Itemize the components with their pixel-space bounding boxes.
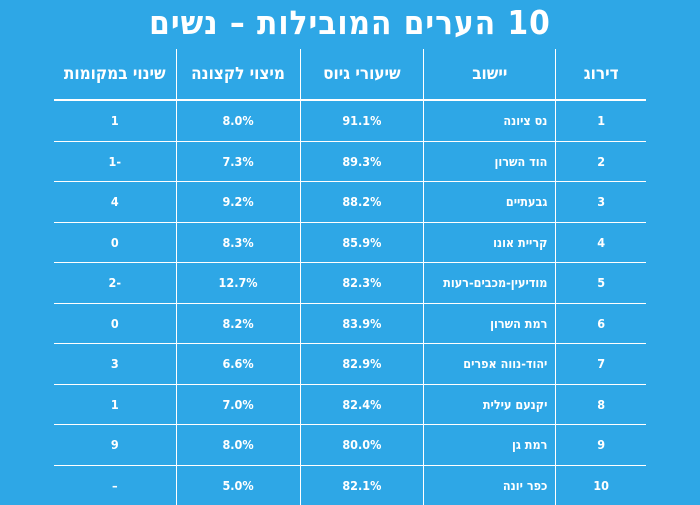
cell-officer-ratio: 7.3% — [175, 141, 301, 182]
cell-rank-change: – — [54, 465, 177, 505]
cell-rank: 5 — [555, 262, 646, 304]
cell-rank: 1 — [555, 100, 646, 142]
header-rank: דירוג — [555, 49, 646, 101]
cell-rank-change: 2- — [54, 262, 177, 304]
table-row: 1 נס ציונה 91.1% 8.0% 1 — [54, 100, 646, 142]
cell-city: קריית אונו — [423, 222, 557, 263]
table-row: 2 הוד השרון 89.3% 7.3% 1- — [54, 141, 646, 182]
cell-rank: 3 — [555, 181, 646, 223]
table-row: 6 רמת השרון 83.9% 8.2% 0 — [54, 303, 646, 344]
cell-recruitment: 91.1% — [299, 100, 425, 142]
cell-rank-change: 1 — [54, 100, 177, 142]
cell-recruitment: 88.2% — [299, 181, 425, 223]
cell-officer-ratio: 8.0% — [175, 100, 301, 142]
table-row: 9 רמת גן 80.0% 8.0% 9 — [54, 424, 646, 466]
cell-recruitment: 80.0% — [299, 424, 425, 466]
cell-officer-ratio: 8.0% — [175, 424, 301, 466]
cell-recruitment: 85.9% — [299, 222, 425, 263]
cell-rank: 4 — [555, 222, 646, 263]
cell-recruitment: 82.4% — [299, 384, 425, 425]
cell-recruitment: 83.9% — [299, 303, 425, 344]
cell-officer-ratio: 7.0% — [175, 384, 301, 425]
cell-city: מודיעין-מכבים-רעות — [423, 262, 557, 304]
table-row: 8 יקנעם עילית 82.4% 7.0% 1 — [54, 384, 646, 425]
table-row: 7 יהוד-נווה אפרים 82.9% 6.6% 3 — [54, 343, 646, 385]
cell-recruitment: 82.1% — [299, 465, 425, 505]
cell-rank: 7 — [555, 343, 646, 385]
ranking-table: דירוג יישוב שיעורי גיוס מיצוי לקצונה שינ… — [54, 49, 646, 505]
header-recruitment: שיעורי גיוס — [299, 49, 425, 101]
cell-officer-ratio: 9.2% — [175, 181, 301, 223]
cell-rank-change: 3 — [54, 343, 177, 385]
cell-rank-change: 1- — [54, 141, 177, 182]
cell-rank-change: 4 — [54, 181, 177, 223]
cell-rank-change: 9 — [54, 424, 177, 466]
cell-city: הוד השרון — [423, 141, 557, 182]
cell-rank: 2 — [555, 141, 646, 182]
cell-city: נס ציונה — [423, 100, 557, 142]
cell-rank-change: 1 — [54, 384, 177, 425]
table-row: 3 גבעתיים 88.2% 9.2% 4 — [54, 181, 646, 223]
header-rank-change: שינוי במקומות — [54, 49, 177, 101]
header-city: יישוב — [423, 49, 557, 101]
cell-rank: 8 — [555, 384, 646, 425]
cell-officer-ratio: 12.7% — [175, 262, 301, 304]
cell-rank-change: 0 — [54, 303, 177, 344]
cell-recruitment: 82.9% — [299, 343, 425, 385]
cell-recruitment: 89.3% — [299, 141, 425, 182]
cell-rank-change: 0 — [54, 222, 177, 263]
table-row: 10 כפר יונה 82.1% 5.0% – — [54, 465, 646, 505]
cell-rank: 6 — [555, 303, 646, 344]
cell-officer-ratio: 8.2% — [175, 303, 301, 344]
table-row: 4 קריית אונו 85.9% 8.3% 0 — [54, 222, 646, 263]
cell-officer-ratio: 6.6% — [175, 343, 301, 385]
cell-officer-ratio: 5.0% — [175, 465, 301, 505]
table-row: 5 מודיעין-מכבים-רעות 82.3% 12.7% 2- — [54, 262, 646, 304]
cell-city: רמת גן — [423, 424, 557, 466]
cell-recruitment: 82.3% — [299, 262, 425, 304]
cell-rank: 10 — [555, 465, 646, 505]
cell-city: כפר יונה — [423, 465, 557, 505]
cell-city: רמת השרון — [423, 303, 557, 344]
header-officer-ratio: מיצוי לקצונה — [175, 49, 301, 101]
page-title: 10 הערים המובילות – נשים — [149, 3, 551, 42]
cell-city: יקנעם עילית — [423, 384, 557, 425]
cell-officer-ratio: 8.3% — [175, 222, 301, 263]
cell-city: יהוד-נווה אפרים — [423, 343, 557, 385]
cell-rank: 9 — [555, 424, 646, 466]
cell-city: גבעתיים — [423, 181, 557, 223]
table-header-row: דירוג יישוב שיעורי גיוס מיצוי לקצונה שינ… — [54, 49, 646, 101]
